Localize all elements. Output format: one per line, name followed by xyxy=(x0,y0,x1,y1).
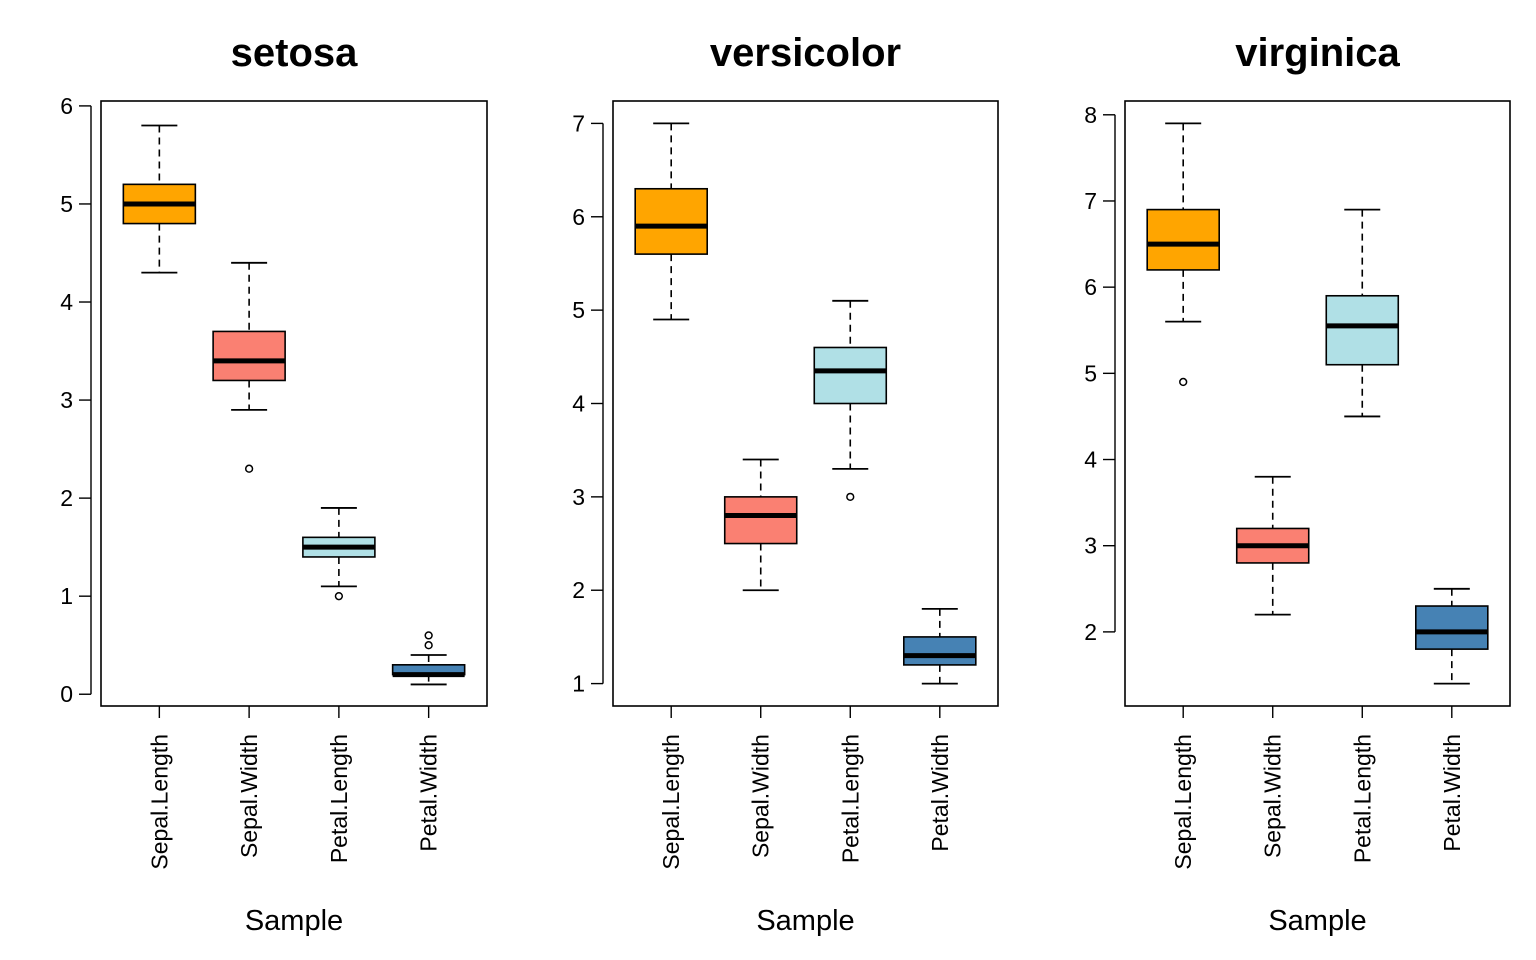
box-Petal.Width xyxy=(1415,587,1489,685)
box-Sepal.Length xyxy=(634,122,708,321)
box-Sepal.Length xyxy=(122,124,197,274)
y-tick-label: 2 xyxy=(572,577,585,603)
outlier-point xyxy=(1179,377,1188,387)
x-tick-label: Petal.Length xyxy=(837,734,863,863)
y-tick-label: 2 xyxy=(1084,619,1097,645)
box-Sepal.Length xyxy=(1146,122,1220,387)
x-tick-label: Petal.Length xyxy=(1349,734,1375,863)
y-tick-label: 7 xyxy=(572,110,585,136)
panel-setosa: setosa 0 1 2 3 4 5 6 Sepal.Length Sepal.Width Peta… xyxy=(60,31,488,937)
x-axis-label: Sample xyxy=(245,905,343,937)
panel-title: setosa xyxy=(231,31,358,75)
y-tick-label: 4 xyxy=(572,391,585,417)
x-tick-label: Sepal.Width xyxy=(236,734,262,858)
box-Petal.Length xyxy=(1325,208,1400,418)
y-tick-label: 6 xyxy=(60,93,73,119)
y-tick-label: 5 xyxy=(60,191,73,217)
x-tick-label: Sepal.Length xyxy=(658,734,684,870)
y-tick-label: 3 xyxy=(60,387,73,413)
x-tick-label: Petal.Width xyxy=(1439,734,1465,852)
plot-frame xyxy=(612,100,999,707)
y-tick-label: 8 xyxy=(1084,102,1097,128)
x-tick-label: Sepal.Length xyxy=(146,734,172,870)
y-tick-label: 1 xyxy=(572,671,585,697)
panel-title: versicolor xyxy=(710,31,901,75)
y-tick-label: 1 xyxy=(60,583,73,609)
box-Sepal.Width xyxy=(212,261,286,473)
box-Petal.Width xyxy=(903,608,977,685)
y-tick-label: 3 xyxy=(1084,533,1097,559)
panel-title: virginica xyxy=(1235,31,1400,75)
y-tick-label: 6 xyxy=(572,204,585,230)
box-Petal.Length xyxy=(302,507,376,601)
box-body xyxy=(212,330,286,382)
x-tick-label: Petal.Length xyxy=(326,734,352,863)
box-Petal.Length xyxy=(813,299,888,502)
x-tick-label: Sepal.Width xyxy=(1260,734,1286,858)
y-tick-label: 5 xyxy=(1084,360,1097,386)
box-body xyxy=(1146,208,1220,271)
y-tick-label: 7 xyxy=(1084,188,1097,214)
y-tick-label: 4 xyxy=(1084,447,1097,473)
x-tick-label: Petal.Width xyxy=(416,734,442,852)
plot-frame xyxy=(100,100,488,707)
box-Petal.Width xyxy=(391,631,466,686)
y-tick-label: 2 xyxy=(60,485,73,511)
box-body xyxy=(813,346,888,405)
box-body xyxy=(634,187,708,255)
x-tick-label: Petal.Width xyxy=(927,734,953,852)
y-tick-label: 5 xyxy=(572,297,585,323)
panel-versicolor: versicolor 1 2 3 4 5 6 7 Sepal.Length Sepal.Width… xyxy=(572,31,999,937)
outlier-point xyxy=(334,592,344,601)
box-body xyxy=(723,496,798,545)
outlier-point xyxy=(424,641,433,650)
box-Sepal.Width xyxy=(723,458,798,592)
y-tick-label: 0 xyxy=(60,681,73,707)
x-axis-label: Sample xyxy=(1268,905,1366,937)
y-tick-label: 6 xyxy=(1084,274,1097,300)
box-body xyxy=(903,636,977,666)
box-body xyxy=(1415,605,1489,650)
outlier-point xyxy=(424,631,433,640)
outlier-point xyxy=(846,492,855,502)
plot-frame xyxy=(1124,100,1511,707)
y-tick-label: 3 xyxy=(572,484,585,510)
panel-virginica: virginica 2 3 4 5 6 7 8 Sepal.Length Sepal.Width P… xyxy=(1084,31,1511,937)
outlier-point xyxy=(244,464,254,473)
y-tick-label: 4 xyxy=(60,289,73,315)
x-tick-label: Sepal.Length xyxy=(1170,734,1196,870)
box-Sepal.Width xyxy=(1235,475,1310,616)
x-axis-label: Sample xyxy=(756,905,854,937)
x-tick-label: Sepal.Width xyxy=(748,734,774,858)
box-body xyxy=(1325,294,1400,366)
